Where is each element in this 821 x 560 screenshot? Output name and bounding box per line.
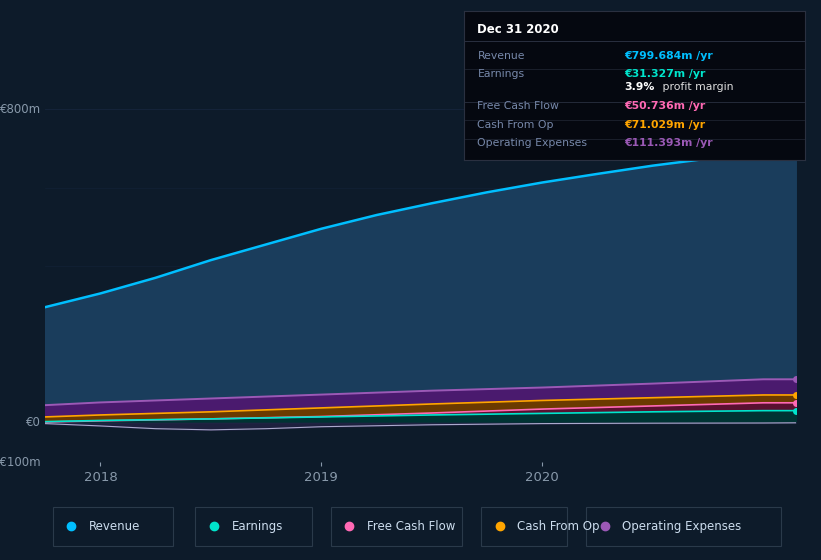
Text: Operating Expenses: Operating Expenses	[478, 138, 588, 148]
Text: Earnings: Earnings	[478, 68, 525, 78]
Text: Operating Expenses: Operating Expenses	[622, 520, 741, 533]
Text: Free Cash Flow: Free Cash Flow	[478, 101, 559, 111]
Text: Earnings: Earnings	[232, 520, 282, 533]
Text: profit margin: profit margin	[659, 82, 734, 92]
Text: €111.393m /yr: €111.393m /yr	[624, 138, 713, 148]
Text: €50.736m /yr: €50.736m /yr	[624, 101, 705, 111]
Text: €0: €0	[26, 416, 41, 430]
Text: Revenue: Revenue	[478, 51, 525, 60]
Text: €800m: €800m	[0, 102, 41, 116]
Text: €31.327m /yr: €31.327m /yr	[624, 68, 705, 78]
Text: €71.029m /yr: €71.029m /yr	[624, 120, 705, 130]
Text: Cash From Op: Cash From Op	[478, 120, 554, 130]
Text: 3.9%: 3.9%	[624, 82, 654, 92]
Text: -€100m: -€100m	[0, 455, 41, 469]
Text: Revenue: Revenue	[89, 520, 140, 533]
Text: Cash From Op: Cash From Op	[517, 520, 599, 533]
Text: Dec 31 2020: Dec 31 2020	[478, 22, 559, 35]
Text: Free Cash Flow: Free Cash Flow	[367, 520, 455, 533]
Text: €799.684m /yr: €799.684m /yr	[624, 51, 713, 60]
